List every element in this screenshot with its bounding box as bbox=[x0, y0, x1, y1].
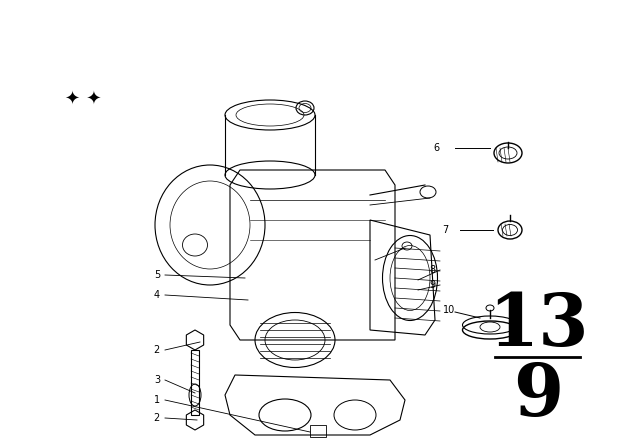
Text: 4: 4 bbox=[154, 290, 160, 300]
Bar bbox=[310, 425, 326, 437]
Text: 5: 5 bbox=[154, 270, 160, 280]
Text: 2: 2 bbox=[154, 413, 160, 423]
Bar bbox=[191, 350, 199, 415]
Text: 9: 9 bbox=[429, 280, 435, 290]
Text: 7: 7 bbox=[442, 225, 448, 235]
Text: 1: 1 bbox=[154, 395, 160, 405]
Text: 2: 2 bbox=[154, 345, 160, 355]
Text: 10: 10 bbox=[443, 305, 455, 315]
Text: 9: 9 bbox=[513, 359, 563, 431]
Text: ✦ ✦: ✦ ✦ bbox=[65, 91, 101, 109]
Text: 6: 6 bbox=[434, 143, 440, 153]
Text: 3: 3 bbox=[154, 375, 160, 385]
Text: 13: 13 bbox=[488, 289, 588, 361]
Text: 8: 8 bbox=[429, 265, 435, 275]
